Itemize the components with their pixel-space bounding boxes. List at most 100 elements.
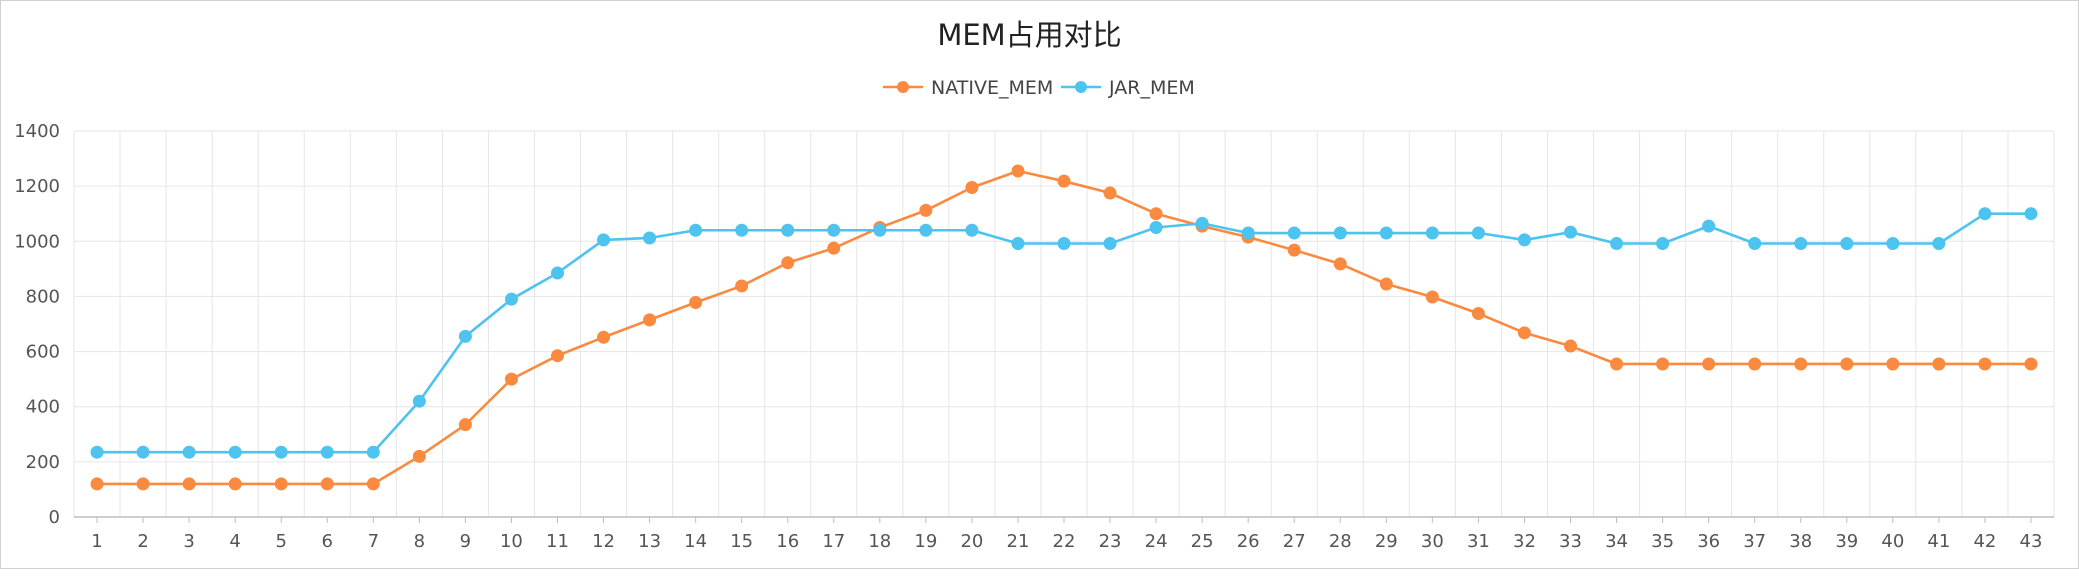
data-point[interactable] [873,223,887,237]
grid [73,130,2055,518]
data-point[interactable] [781,256,795,270]
data-point[interactable] [1794,357,1808,371]
data-point[interactable] [136,445,150,459]
data-point[interactable] [965,223,979,237]
data-point[interactable] [366,477,380,491]
data-point[interactable] [1103,186,1117,200]
data-point[interactable] [1149,221,1163,234]
data-point[interactable] [412,449,426,463]
x-tick-label: 10 [500,531,523,552]
data-point[interactable] [919,203,933,217]
data-point[interactable] [1610,357,1624,371]
data-point[interactable] [1932,236,1946,250]
data-point[interactable] [182,445,196,459]
data-point[interactable] [1471,226,1485,240]
data-point[interactable] [965,181,979,195]
series-jar-mem[interactable] [90,207,2038,459]
data-point[interactable] [1287,226,1301,240]
series-layer [90,164,2038,491]
data-point[interactable] [1517,326,1531,340]
data-point[interactable] [366,445,380,459]
data-point[interactable] [689,223,703,237]
legend-item[interactable]: JAR_MEM [1061,77,1195,99]
data-point[interactable] [550,266,564,280]
data-point[interactable] [1656,357,1670,371]
legend-item[interactable]: NATIVE_MEM [883,77,1053,99]
data-point[interactable] [550,349,564,363]
y-tick-label: 800 [26,286,60,307]
data-point[interactable] [2024,357,2038,371]
x-tick-label: 22 [1053,531,1076,552]
data-point[interactable] [1610,236,1624,250]
data-point[interactable] [1379,277,1393,291]
data-point[interactable] [1195,216,1209,230]
data-point[interactable] [412,394,426,408]
data-point[interactable] [136,477,150,491]
data-point[interactable] [90,477,104,491]
data-point[interactable] [1241,226,1255,240]
data-point[interactable] [689,295,703,309]
data-point[interactable] [1886,357,1900,371]
data-point[interactable] [1748,357,1762,371]
data-point[interactable] [274,445,288,459]
x-tick-label: 37 [1743,531,1766,552]
data-point[interactable] [182,477,196,491]
data-point[interactable] [735,279,749,293]
data-point[interactable] [274,477,288,491]
data-point[interactable] [1333,257,1347,271]
data-point[interactable] [1149,207,1163,221]
data-point[interactable] [2024,207,2038,221]
data-point[interactable] [1794,236,1808,250]
data-point[interactable] [1702,357,1716,371]
data-point[interactable] [1425,290,1439,304]
data-point[interactable] [597,330,611,344]
data-point[interactable] [1471,307,1485,321]
data-point[interactable] [1978,357,1992,371]
data-point[interactable] [919,223,933,237]
data-point[interactable] [643,231,657,245]
data-point[interactable] [1103,236,1117,250]
legend-label: NATIVE_MEM [931,77,1053,99]
data-point[interactable] [735,223,749,237]
x-tick-label: 2 [137,531,148,552]
data-point[interactable] [1840,357,1854,371]
data-point[interactable] [228,445,242,459]
data-point[interactable] [1379,226,1393,240]
data-point[interactable] [1011,236,1025,250]
data-point[interactable] [458,418,472,432]
data-point[interactable] [90,445,104,459]
legend[interactable]: NATIVE_MEM JAR_MEM [883,77,1195,99]
data-point[interactable] [504,372,518,386]
data-point[interactable] [320,445,334,459]
data-point[interactable] [504,292,518,306]
data-point[interactable] [643,313,657,327]
data-point[interactable] [1886,236,1900,250]
data-point[interactable] [1425,226,1439,240]
data-point[interactable] [320,477,334,491]
data-point[interactable] [1057,236,1071,250]
data-point[interactable] [1011,164,1025,178]
x-tick-label: 26 [1237,531,1260,552]
data-point[interactable] [781,223,795,237]
data-point[interactable] [1840,236,1854,250]
x-tick-label: 23 [1099,531,1122,552]
data-point[interactable] [1978,207,1992,221]
data-point[interactable] [1748,236,1762,250]
data-point[interactable] [1656,236,1670,250]
data-point[interactable] [458,329,472,343]
data-point[interactable] [1287,243,1301,257]
data-point[interactable] [827,241,841,255]
x-tick-label: 3 [183,531,194,552]
x-tick-label: 38 [1789,531,1812,552]
data-point[interactable] [228,477,242,491]
data-point[interactable] [827,223,841,237]
data-point[interactable] [597,233,611,247]
data-point[interactable] [1057,174,1071,188]
data-point[interactable] [1932,357,1946,371]
data-point[interactable] [1564,339,1578,353]
data-point[interactable] [1564,225,1578,239]
data-point[interactable] [1702,219,1716,233]
data-point[interactable] [1333,226,1347,240]
data-point[interactable] [1517,233,1531,247]
y-tick-label: 400 [26,397,60,418]
